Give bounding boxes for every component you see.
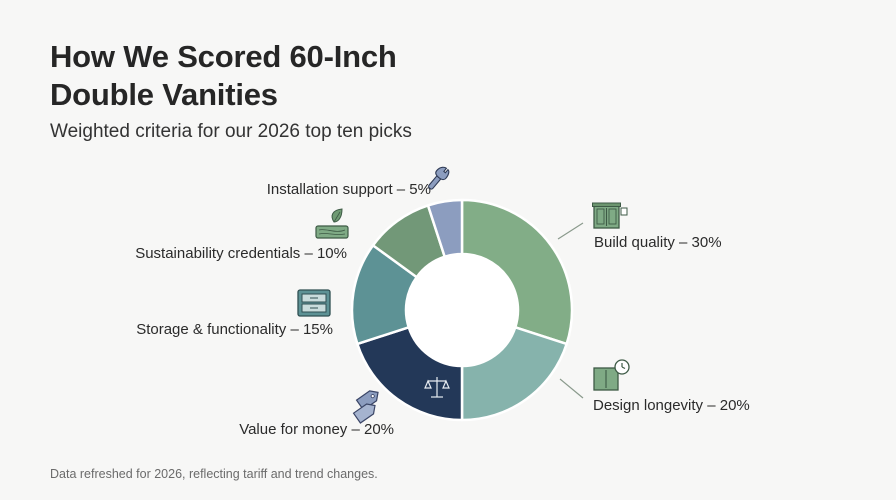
- drawer-icon: [297, 289, 331, 317]
- slice-label-design-longevity: Design longevity – 20%: [593, 397, 750, 414]
- slice-label-value-for-money: Value for money – 20%: [239, 421, 394, 438]
- title-line-2: Double Vanities: [50, 77, 278, 112]
- leader-line-build-quality: [557, 222, 584, 240]
- slice-installation-support: [426, 198, 464, 258]
- slice-label-sustainability: Sustainability credentials – 10%: [135, 245, 347, 262]
- slice-label-installation-support: Installation support – 5%: [267, 181, 431, 198]
- chart-title: How We Scored 60-Inch Double Vanities: [50, 38, 510, 114]
- footer-note: Data refreshed for 2026, reflecting tari…: [50, 467, 378, 481]
- donut-slices: [350, 198, 574, 422]
- slice-label-build-quality: Build quality – 30%: [594, 234, 722, 251]
- slice-label-storage-functionality: Storage & functionality – 15%: [136, 321, 333, 338]
- leader-line-design-longevity: [559, 378, 584, 399]
- vanity-cabinet-icon: [592, 202, 628, 229]
- title-line-1: How We Scored 60-Inch: [50, 39, 397, 74]
- wrench-icon: [428, 166, 450, 190]
- price-tag-icon: [352, 390, 379, 424]
- leaf-wood-icon: [315, 208, 349, 239]
- scale-icon: [424, 377, 450, 398]
- donut-hole: [407, 255, 517, 365]
- slice-build-quality: [460, 198, 574, 346]
- clock-cabinet-icon: [593, 359, 630, 391]
- chart-subtitle: Weighted criteria for our 2026 top ten p…: [50, 121, 412, 142]
